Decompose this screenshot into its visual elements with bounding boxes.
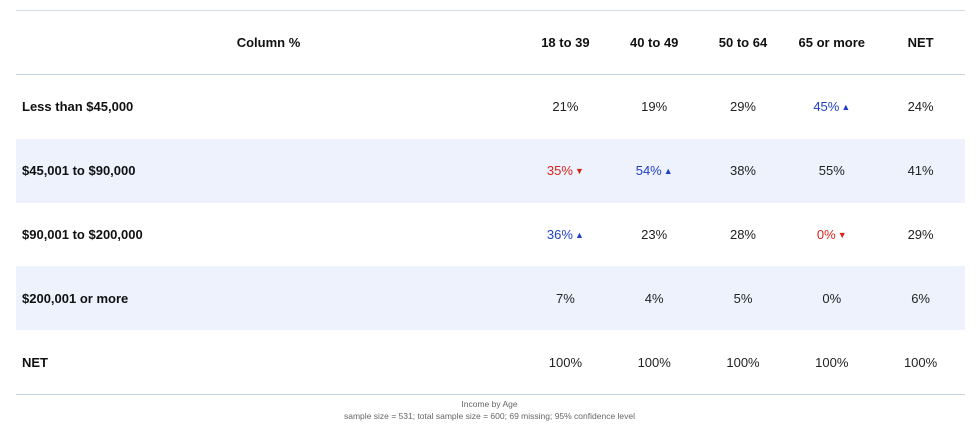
table-cell: 38% [699, 163, 788, 178]
column-header: 40 to 49 [629, 35, 679, 50]
cell-value: 36% [546, 226, 573, 242]
table-cell: 29% [876, 227, 965, 242]
column-header: 50 to 64 [718, 35, 768, 50]
table-row: NET 100% 100% 100% 100% 100% [16, 330, 965, 395]
table-footer: Income by Age sample size = 531; total s… [0, 398, 979, 422]
table-cell: 100% [521, 355, 610, 370]
table-cell: 36% ▲ [521, 227, 610, 242]
column-header: 18 to 39 [541, 35, 590, 50]
cell-value: 0% [816, 226, 836, 242]
arrow-down-icon: ▼ [837, 229, 847, 240]
cell-value: 100% [726, 354, 760, 370]
row-label: $90,001 to $200,000 [22, 226, 143, 242]
cell-value: 29% [729, 99, 756, 115]
table-cell: 23% [610, 227, 699, 242]
table-cell: 19% [610, 99, 699, 114]
cell-value: 6% [911, 290, 930, 306]
table-cell: 28% [699, 227, 788, 242]
arrow-down-icon: ▼ [574, 166, 584, 177]
corner-label: Column % [236, 35, 301, 50]
cell-value: 4% [644, 290, 664, 306]
cell-value: 0% [822, 290, 842, 306]
cell-value: 55% [818, 163, 845, 179]
header-row: Column % 18 to 39 40 to 49 50 to 64 65 o… [16, 11, 965, 75]
table-cell: 6% [876, 291, 965, 306]
table-cell: 55% [787, 163, 876, 178]
cell-value: 54% [635, 163, 662, 179]
column-header: NET [907, 35, 934, 50]
table-cell: 0% [787, 291, 876, 306]
table-cell: 4% [610, 291, 699, 306]
table-cell: 0% ▼ [787, 227, 876, 242]
row-label: Less than $45,000 [22, 99, 134, 115]
cell-value: 28% [729, 226, 756, 242]
table-cell: 100% [610, 355, 699, 370]
cell-value: 24% [907, 99, 934, 115]
cell-value: 38% [729, 163, 756, 179]
table-cell: 7% [521, 291, 610, 306]
table-cell: 100% [699, 355, 788, 370]
table-body: Less than $45,000 21% 19% 29% 45% ▲ 24% $45,001… [16, 75, 965, 395]
arrow-up-icon: ▲ [574, 229, 584, 240]
cell-value: 5% [733, 290, 753, 306]
cell-value: 23% [641, 226, 668, 242]
table-cell: 100% [876, 355, 965, 370]
arrow-up-icon: ▲ [663, 166, 673, 177]
cell-value: 100% [903, 354, 938, 370]
cell-value: 100% [637, 354, 671, 370]
cell-value: 19% [641, 99, 668, 115]
table-row: $45,001 to $90,000 35% ▼ 54% ▲ 38% 55% 41% [16, 138, 965, 203]
row-label: $200,001 or more [22, 290, 129, 306]
column-header: 65 or more [798, 35, 866, 50]
cell-value: 41% [907, 163, 934, 179]
table-cell: 5% [699, 291, 788, 306]
table-cell: 35% ▼ [521, 163, 610, 178]
cell-value: 21% [552, 99, 579, 115]
table-cell: 24% [876, 99, 965, 114]
cell-value: 35% [546, 163, 573, 179]
table-row: $90,001 to $200,000 36% ▲ 23% 28% 0% ▼ 29% [16, 203, 965, 267]
row-label: $45,001 to $90,000 [22, 163, 136, 179]
cell-value: 7% [556, 290, 575, 306]
table-cell: 29% [699, 99, 788, 114]
table-row: $200,001 or more 7% 4% 5% 0% 6% [16, 266, 965, 331]
cell-value: 29% [907, 226, 934, 242]
table-cell: 41% [876, 163, 965, 178]
sample-size-note: sample size = 531; total sample size = 6… [343, 411, 636, 421]
cell-value: 100% [548, 354, 583, 370]
table-row: Less than $45,000 21% 19% 29% 45% ▲ 24% [16, 75, 965, 139]
table-cell: 54% ▲ [610, 163, 699, 178]
crosstab-table: Column % 18 to 39 40 to 49 50 to 64 65 o… [16, 10, 965, 395]
row-label: NET [22, 354, 48, 370]
cell-value: 45% [813, 99, 840, 115]
table-cell: 100% [787, 355, 876, 370]
cell-value: 100% [815, 354, 849, 370]
table-cell: 45% ▲ [787, 99, 876, 114]
table-cell: 21% [521, 99, 610, 114]
arrow-up-icon: ▲ [841, 102, 851, 113]
table-caption: Income by Age [461, 399, 518, 409]
top-divider [16, 10, 965, 11]
